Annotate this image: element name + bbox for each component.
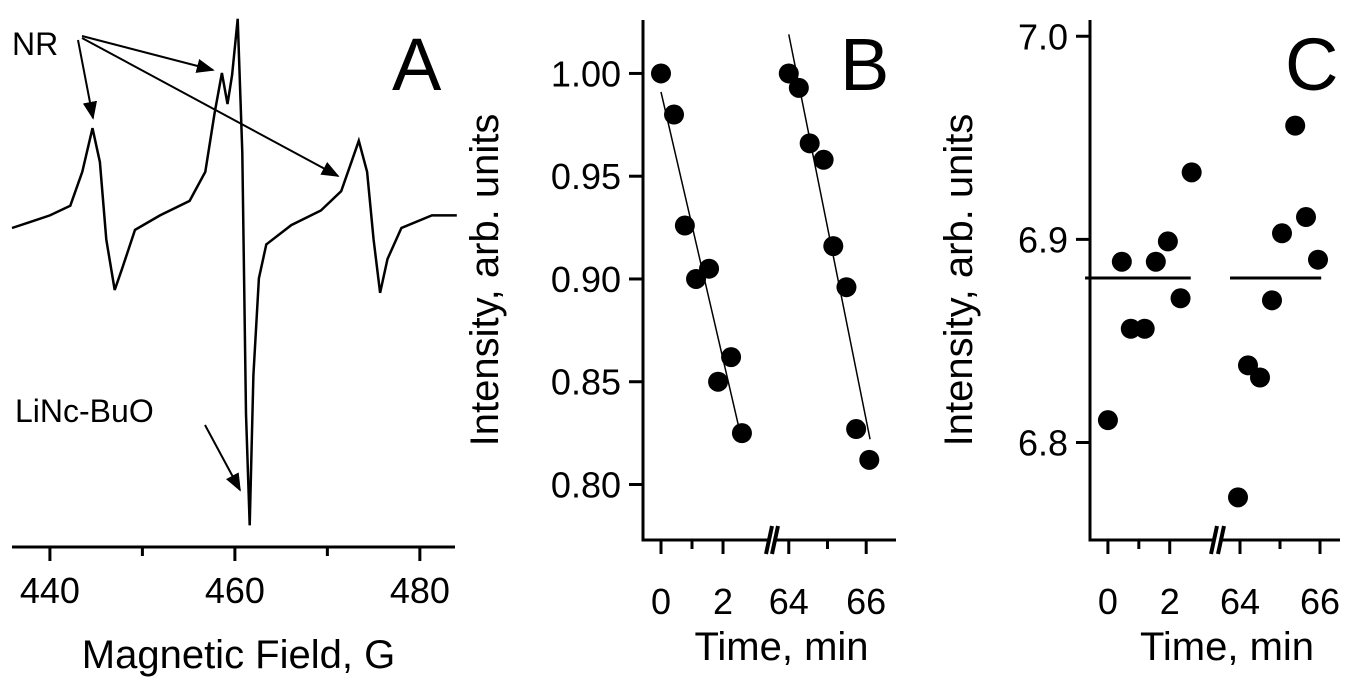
point xyxy=(788,77,809,98)
point xyxy=(836,277,857,298)
point xyxy=(1228,487,1248,508)
y-axis-label: Intensity, arb. units xyxy=(463,114,507,447)
annotation: LiNc-BuO xyxy=(15,393,154,429)
x-tick-label: 0 xyxy=(651,581,671,622)
point xyxy=(1157,231,1178,252)
point xyxy=(799,133,820,154)
arrows xyxy=(77,35,340,492)
axis-break xyxy=(1209,525,1219,555)
y-tick-label: 0.90 xyxy=(551,259,621,300)
x-tick-label: 460 xyxy=(205,570,265,611)
y-tick-label: 6.9 xyxy=(1018,219,1068,260)
point xyxy=(1262,290,1282,311)
y-tick-label: 0.80 xyxy=(551,465,621,506)
point xyxy=(778,63,799,84)
y-axis-label: Intensity, arb. units xyxy=(937,114,981,447)
fit-line xyxy=(788,34,871,440)
point xyxy=(1181,162,1202,183)
y-tick-label: 0.95 xyxy=(551,156,621,197)
point xyxy=(1111,251,1132,272)
point xyxy=(721,347,742,368)
x-tick-label: 2 xyxy=(1160,581,1180,622)
point xyxy=(1134,318,1155,339)
x-axis-label: Time, min xyxy=(694,625,868,669)
x-axis-label: Magnetic Field, G xyxy=(82,633,395,677)
x-tick-label: 480 xyxy=(390,570,450,611)
x-tick-label: 66 xyxy=(1300,581,1340,622)
point xyxy=(1120,318,1141,339)
x-tick-label: 66 xyxy=(846,581,886,622)
point xyxy=(699,258,720,279)
point xyxy=(1296,207,1316,228)
point xyxy=(708,371,729,392)
y-tick-label: 0.85 xyxy=(551,362,621,403)
x-axis-label: Time, min xyxy=(1140,625,1314,669)
axis-break xyxy=(770,525,780,555)
point xyxy=(1238,355,1258,376)
x-tick-label: 2 xyxy=(713,581,733,622)
point xyxy=(823,236,844,257)
point xyxy=(650,63,671,84)
point xyxy=(674,215,695,236)
x-tick-label: 64 xyxy=(769,581,809,622)
panel-label: B xyxy=(840,23,889,106)
y-tick-label: 1.00 xyxy=(551,53,621,94)
y-tick-label: 6.8 xyxy=(1018,423,1068,464)
point xyxy=(1145,251,1166,272)
point xyxy=(846,419,867,440)
point xyxy=(1308,249,1328,270)
x-tick-label: 0 xyxy=(1098,581,1118,622)
axis-break xyxy=(1216,525,1226,555)
point xyxy=(1170,288,1191,309)
point xyxy=(1272,223,1292,244)
point xyxy=(859,449,880,470)
annotation: NR xyxy=(12,26,58,62)
panel-label: C xyxy=(1285,23,1338,106)
point xyxy=(1097,410,1118,431)
axis-break xyxy=(764,525,774,555)
panel-label: A xyxy=(392,23,442,106)
point xyxy=(1250,367,1270,388)
point xyxy=(813,149,834,170)
point xyxy=(1285,115,1306,136)
spectrum-line xyxy=(11,18,457,526)
x-tick-label: 440 xyxy=(20,570,80,611)
point xyxy=(664,104,685,125)
y-tick-label: 7.0 xyxy=(1018,16,1068,57)
point xyxy=(731,423,752,444)
x-tick-label: 64 xyxy=(1220,581,1260,622)
